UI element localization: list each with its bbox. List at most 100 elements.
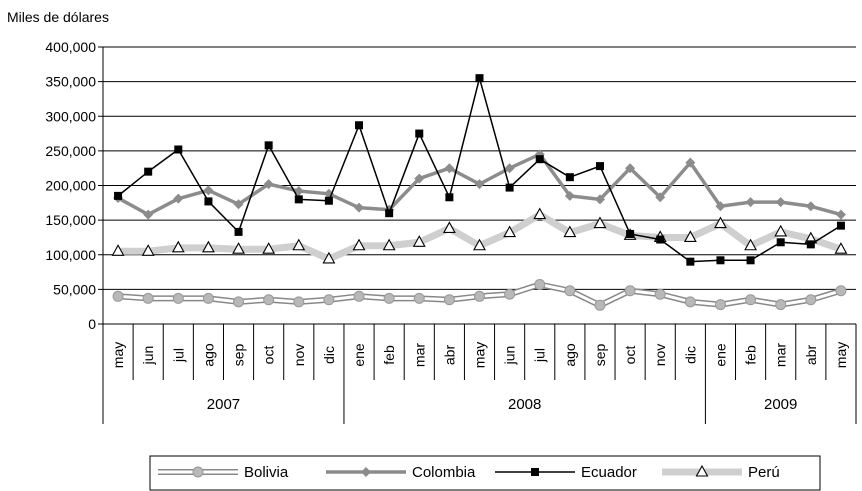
data-point <box>714 216 727 229</box>
data-point <box>201 240 215 253</box>
data-point <box>564 190 575 201</box>
data-point <box>744 238 758 251</box>
data-point <box>412 235 426 247</box>
y-tick-label: 200,000 <box>45 178 96 194</box>
data-point <box>445 193 454 202</box>
y-tick-label: 400,000 <box>45 39 96 55</box>
data-point <box>355 121 364 130</box>
data-point <box>192 466 204 478</box>
x-tick-label: sep <box>592 344 608 367</box>
data-point <box>172 292 184 304</box>
data-point <box>835 285 847 297</box>
series-ecuador <box>114 74 845 266</box>
data-point <box>293 296 305 308</box>
data-point <box>444 163 455 174</box>
x-tick-label: feb <box>381 345 397 365</box>
data-point <box>594 299 606 311</box>
legend-item: Perú <box>662 464 780 481</box>
data-point <box>745 197 756 208</box>
y-tick-label: 250,000 <box>45 143 96 159</box>
data-point <box>233 199 244 210</box>
y-tick-label: 300,000 <box>45 108 96 124</box>
y-tick-label: 350,000 <box>45 74 96 90</box>
data-point <box>776 238 785 247</box>
x-tick-label: oct <box>622 346 638 365</box>
data-point <box>685 157 696 168</box>
data-point <box>836 221 845 230</box>
data-point <box>353 290 365 302</box>
data-point <box>414 173 425 184</box>
legend: Bolivia Colombia Ecuador Perú <box>149 455 821 491</box>
series-peru <box>111 207 848 264</box>
legend-label: Perú <box>748 464 780 481</box>
x-tick-label: oct <box>261 346 277 365</box>
data-point <box>385 209 394 218</box>
x-tick-label: may <box>833 342 849 368</box>
y-axis-ticks: 0 50,000 100,000 150,000 200,000 250,000 300,0… <box>45 39 103 332</box>
series-line <box>118 211 843 263</box>
data-point <box>686 257 695 266</box>
data-point <box>535 155 544 164</box>
data-point <box>141 244 155 256</box>
data-point <box>173 193 184 204</box>
x-tick-label: may <box>472 342 488 368</box>
x-tick-label: dic <box>682 346 698 364</box>
data-point <box>716 256 725 265</box>
data-point <box>563 225 577 238</box>
data-point <box>144 167 153 176</box>
data-point <box>565 173 574 182</box>
x-tick-label: jun <box>140 346 156 366</box>
data-point <box>834 242 848 254</box>
data-point <box>324 196 333 205</box>
data-point <box>715 201 726 212</box>
data-point <box>594 194 605 205</box>
x-tick-label: mar <box>773 343 789 367</box>
data-point <box>143 209 154 220</box>
data-point <box>352 238 366 251</box>
data-point <box>475 74 484 83</box>
x-tick-label: jul <box>170 348 186 363</box>
data-point <box>203 185 214 196</box>
x-tick-label: dic <box>321 346 337 364</box>
data-point <box>504 163 515 174</box>
data-point <box>654 288 666 300</box>
x-tick-label: jul <box>532 348 548 363</box>
year-label: 2008 <box>508 396 541 413</box>
x-tick-label: ene <box>712 343 728 367</box>
y-axis-label: Miles de dólares <box>7 9 109 25</box>
data-point <box>595 162 604 171</box>
data-point <box>655 192 666 203</box>
data-point <box>204 197 213 206</box>
data-point <box>625 163 636 174</box>
y-tick-label: 100,000 <box>45 247 96 263</box>
data-point <box>413 292 425 304</box>
data-point <box>442 221 456 233</box>
data-point <box>593 216 607 229</box>
data-point <box>264 141 273 150</box>
year-label: 2007 <box>207 396 240 413</box>
data-point <box>294 195 303 204</box>
x-tick-label: jun <box>502 346 518 366</box>
data-point <box>775 299 787 311</box>
data-point <box>745 294 757 306</box>
y-tick-label: 0 <box>88 316 96 332</box>
x-axis: may jun jul ago sep oct nov dic ene feb mar abr may j… <box>102 323 857 424</box>
data-point <box>626 229 635 238</box>
data-point <box>443 294 455 306</box>
data-point <box>505 183 514 192</box>
data-point <box>354 202 365 213</box>
data-point <box>714 299 726 311</box>
x-tick-label: mar <box>411 343 427 367</box>
x-tick-label: nov <box>291 344 307 367</box>
legend-item: Colombia <box>326 464 476 481</box>
legend-label: Colombia <box>412 464 476 481</box>
x-tick-label: may <box>110 342 126 368</box>
data-point <box>474 179 485 190</box>
data-point <box>775 197 786 208</box>
data-point <box>263 179 274 190</box>
legend-item: Bolivia <box>158 464 289 481</box>
data-point <box>142 292 154 304</box>
x-tick-label: ago <box>562 343 578 367</box>
data-point <box>534 279 546 291</box>
data-point <box>656 235 665 244</box>
